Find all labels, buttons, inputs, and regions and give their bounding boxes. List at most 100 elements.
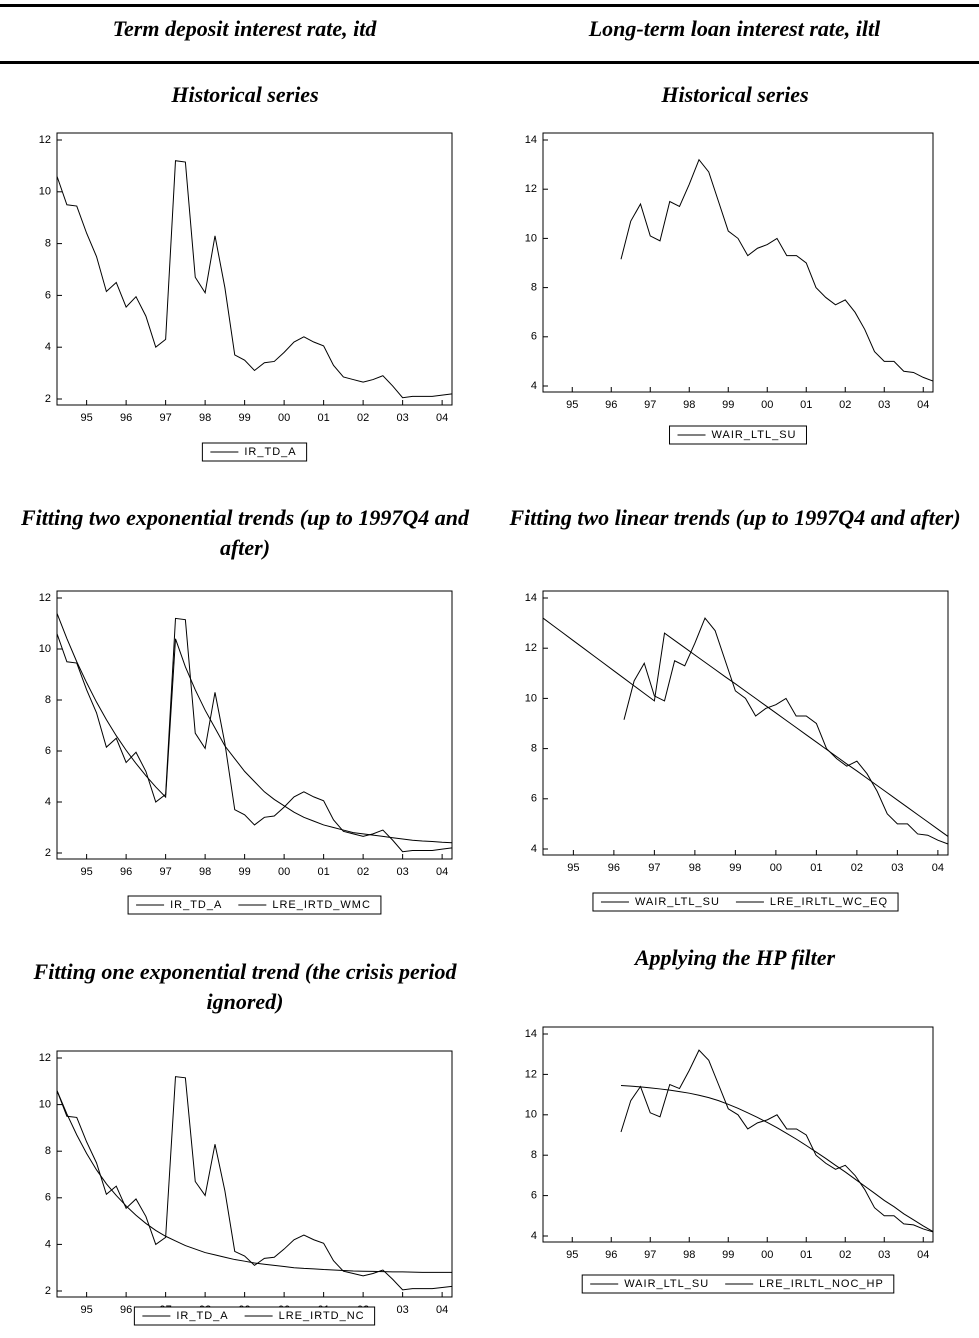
chart-title: Fitting two linear trends (up to 1997Q4 … <box>509 505 961 530</box>
x-tick-label: 96 <box>120 1304 132 1316</box>
y-tick-label: 12 <box>525 1068 537 1080</box>
x-tick-label: 02 <box>357 866 369 878</box>
y-tick-label: 12 <box>525 183 537 195</box>
legend-label: IR_TD_A <box>170 899 222 911</box>
y-tick-label: 10 <box>39 186 51 198</box>
y-tick-label: 4 <box>45 1238 51 1250</box>
legend: WAIR_LTL_SU <box>669 425 807 445</box>
y-tick-label: 2 <box>45 1285 51 1297</box>
y-tick-label: 2 <box>45 847 51 859</box>
y-tick-label: 8 <box>531 743 537 755</box>
x-tick-label: 02 <box>839 1249 851 1261</box>
x-tick-label: 98 <box>683 399 695 411</box>
y-tick-label: 8 <box>45 1145 51 1157</box>
y-tick-label: 14 <box>525 134 537 146</box>
y-tick-label: 4 <box>45 796 51 808</box>
x-tick-label: 01 <box>810 862 822 874</box>
x-tick-label: 03 <box>397 866 409 878</box>
y-tick-label: 12 <box>39 592 51 604</box>
y-tick-label: 8 <box>45 238 51 250</box>
legend-box <box>669 425 807 445</box>
x-tick-label: 03 <box>878 399 890 411</box>
legend-label: LRE_IRTD_NC <box>279 1310 365 1322</box>
plot-frame <box>56 132 453 406</box>
legend-label: IR_TD_A <box>244 446 296 458</box>
x-tick-label: 00 <box>761 399 773 411</box>
x-tick-label: 00 <box>761 1249 773 1261</box>
y-tick-label: 4 <box>531 843 537 855</box>
y-tick-label: 6 <box>531 1190 537 1202</box>
x-tick-label: 95 <box>81 412 93 424</box>
series-line <box>620 158 934 382</box>
series-line <box>620 1085 934 1232</box>
x-tick-label: 03 <box>397 412 409 424</box>
plot-frame <box>56 590 453 860</box>
x-tick-label: 97 <box>160 866 172 878</box>
x-tick-label: 00 <box>770 862 782 874</box>
y-tick-label: 8 <box>531 282 537 294</box>
x-tick-label: 96 <box>605 1249 617 1261</box>
x-tick-label: 04 <box>932 862 944 874</box>
y-tick-label: 10 <box>525 1109 537 1121</box>
x-tick-label: 01 <box>800 399 812 411</box>
y-tick-label: 14 <box>525 1028 537 1040</box>
y-tick-label: 12 <box>39 134 51 146</box>
legend-label: WAIR_LTL_SU <box>624 1278 709 1290</box>
x-tick-label: 03 <box>397 1304 409 1316</box>
x-tick-label: 96 <box>608 862 620 874</box>
column-header: Term deposit interest rate, itd <box>112 16 377 41</box>
series-line <box>56 1090 452 1273</box>
x-tick-label: 97 <box>648 862 660 874</box>
y-tick-label: 10 <box>525 692 537 704</box>
x-tick-label: 95 <box>81 1304 93 1316</box>
top-rule <box>0 4 979 7</box>
x-tick-label: 96 <box>120 866 132 878</box>
chart-title: Fitting one exponential trend (the crisi… <box>33 959 457 1014</box>
chart-title: Fitting two exponential trends (up to 19… <box>20 505 469 560</box>
x-tick-label: 02 <box>357 412 369 424</box>
x-tick-label: 95 <box>566 1249 578 1261</box>
y-tick-label: 4 <box>531 380 537 392</box>
y-tick-label: 6 <box>531 793 537 805</box>
chart-title: Historical series <box>661 82 809 107</box>
y-tick-label: 8 <box>531 1149 537 1161</box>
x-tick-label: 98 <box>199 866 211 878</box>
chart-title: Historical series <box>171 82 319 107</box>
x-tick-label: 95 <box>81 866 93 878</box>
series-line <box>623 617 949 845</box>
y-tick-label: 4 <box>45 341 51 353</box>
x-tick-label: 96 <box>605 399 617 411</box>
x-tick-label: 04 <box>436 866 448 878</box>
legend: IR_TD_A LRE_IRTD_WMC <box>127 895 382 915</box>
x-tick-label: 95 <box>567 862 579 874</box>
x-tick-label: 04 <box>436 412 448 424</box>
column-header: Long-term loan interest rate, iltl <box>588 16 881 41</box>
series-line <box>56 617 453 853</box>
x-tick-label: 04 <box>917 399 929 411</box>
x-tick-label: 97 <box>644 399 656 411</box>
chart-title: Applying the HP filter <box>634 945 836 970</box>
plot-frame <box>542 1026 934 1243</box>
x-tick-label: 03 <box>878 1249 890 1261</box>
series-line <box>56 160 453 399</box>
legend-label: LRE_IRLTL_WC_EQ <box>770 896 888 908</box>
plot-frame <box>542 590 949 856</box>
legend: WAIR_LTL_SU LRE_IRLTL_WC_EQ <box>592 892 899 912</box>
legend-box <box>201 442 308 462</box>
x-tick-label: 98 <box>199 412 211 424</box>
legend-label: WAIR_LTL_SU <box>635 896 720 908</box>
series-line <box>56 613 453 844</box>
y-tick-label: 10 <box>525 232 537 244</box>
x-tick-label: 01 <box>318 412 330 424</box>
series-line <box>542 617 949 837</box>
x-tick-label: 02 <box>839 399 851 411</box>
y-tick-label: 12 <box>39 1052 51 1064</box>
y-tick-label: 2 <box>45 393 51 405</box>
series-line <box>56 1076 453 1291</box>
x-tick-label: 00 <box>278 412 290 424</box>
x-tick-label: 97 <box>160 412 172 424</box>
plot-frame <box>542 132 934 393</box>
header-rule <box>0 61 979 64</box>
